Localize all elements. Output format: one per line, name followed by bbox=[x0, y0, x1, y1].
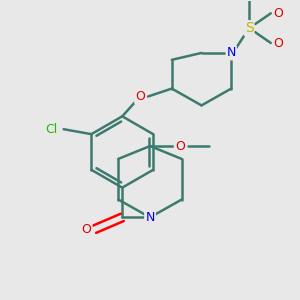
Text: Cl: Cl bbox=[46, 123, 58, 136]
Text: O: O bbox=[82, 223, 92, 236]
Text: N: N bbox=[145, 211, 155, 224]
Text: O: O bbox=[273, 37, 283, 50]
Text: N: N bbox=[226, 46, 236, 59]
Text: S: S bbox=[245, 21, 254, 35]
Text: O: O bbox=[175, 140, 185, 152]
Text: O: O bbox=[273, 7, 283, 20]
Text: N: N bbox=[145, 211, 155, 224]
Text: O: O bbox=[135, 90, 145, 103]
